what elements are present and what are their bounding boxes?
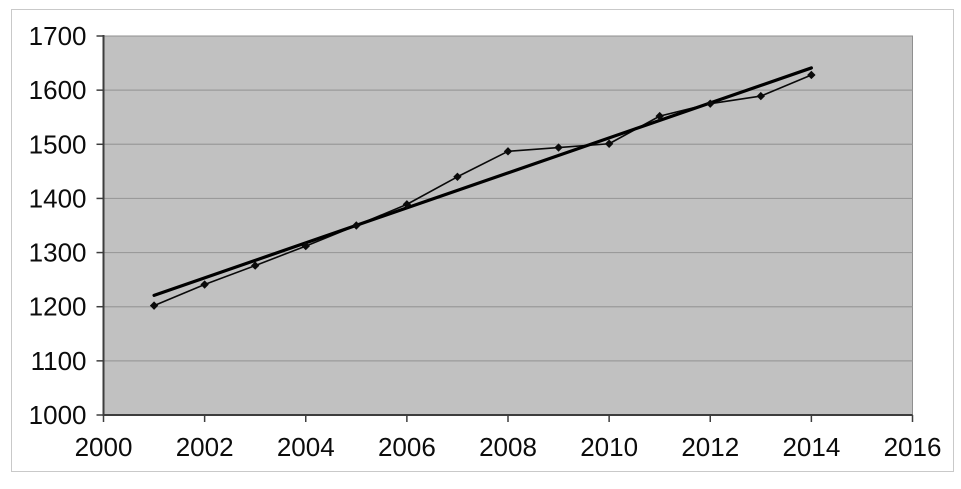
- y-axis-tick-label: 1200: [29, 292, 87, 322]
- observed-series-marker: [149, 301, 159, 310]
- y-axis-tick-label: 1400: [29, 183, 87, 213]
- observed-series-marker: [402, 200, 412, 209]
- x-axis-tick-label: 2012: [681, 432, 739, 462]
- x-axis-tick-label: 2002: [176, 432, 234, 462]
- y-axis-tick-label: 1000: [29, 400, 87, 430]
- y-axis-tick-label: 1600: [29, 75, 87, 105]
- linear-trendline-line: [152, 66, 813, 297]
- y-axis-tick-label: 1700: [29, 21, 87, 51]
- y-axis-tick-label: 1100: [31, 346, 87, 376]
- observed-series-marker: [756, 91, 766, 101]
- x-axis-tick-label: 2014: [782, 432, 840, 462]
- plot-area: [103, 35, 913, 416]
- observed-series-marker: [503, 147, 513, 156]
- observed-series-marker: [554, 143, 563, 152]
- x-axis-tick-label: 2008: [479, 432, 537, 462]
- x-axis-tick-label: 2000: [75, 432, 133, 462]
- x-axis-tick-label: 2010: [580, 432, 638, 462]
- observed-series-marker: [200, 280, 209, 289]
- observed-series-marker: [250, 261, 260, 270]
- observed-series-marker: [453, 172, 462, 181]
- observed-series-marker: [301, 241, 310, 251]
- observed-series-marker: [807, 70, 816, 80]
- x-axis-tick-label: 2004: [277, 432, 335, 462]
- x-axis-tick-label: 2006: [378, 432, 436, 462]
- x-axis-tick-label: 2016: [884, 432, 942, 462]
- observed-series-marker: [706, 99, 715, 108]
- observed-series-marker: [604, 139, 614, 148]
- observed-series-marker: [352, 221, 361, 230]
- observed-series-marker: [655, 111, 664, 121]
- y-axis-tick-label: 1500: [29, 129, 87, 159]
- y-axis-tick-label: 1300: [29, 238, 87, 268]
